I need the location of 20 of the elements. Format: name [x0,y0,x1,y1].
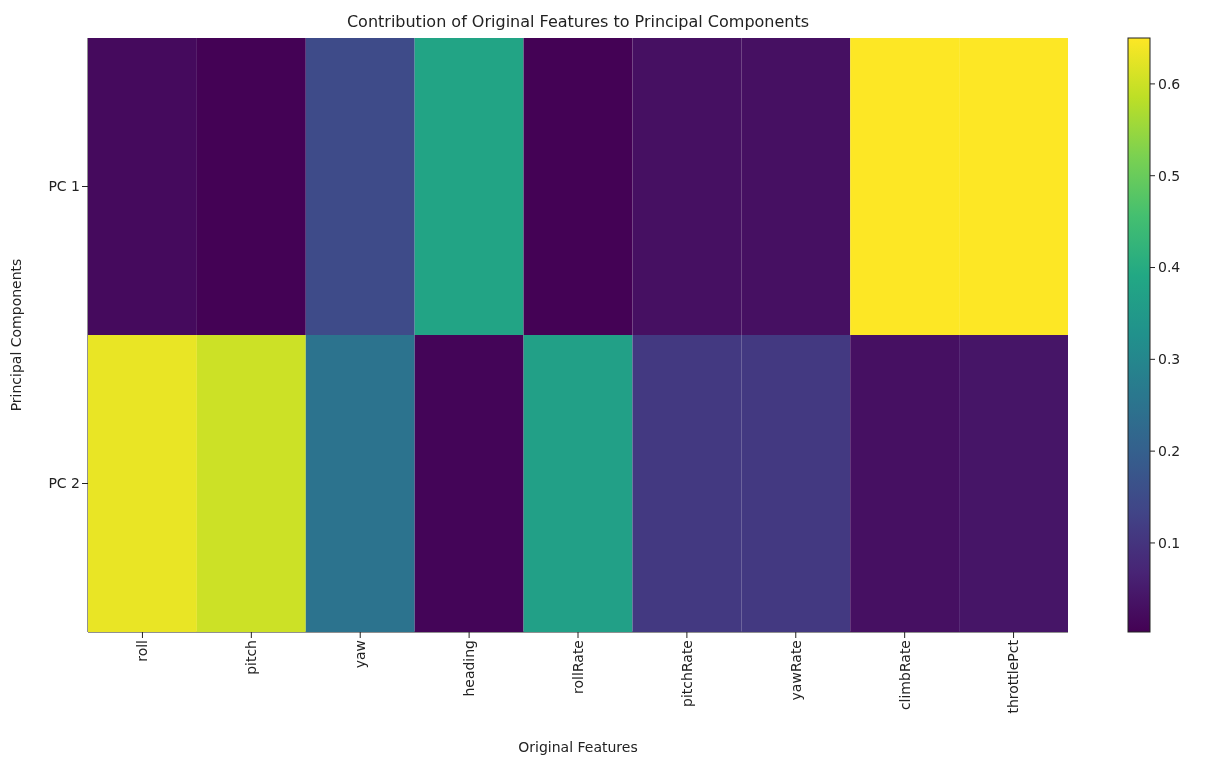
color-bar-label: 0.5 [1158,167,1181,184]
color-bar-label: 0.1 [1158,534,1181,551]
x-tick-label: yaw [352,640,369,669]
x-tick-label: heading [461,640,478,697]
x-axis-title: Original Features [518,739,638,755]
color-bar-label: 0.2 [1158,443,1181,460]
x-tick-label: climbRate [896,640,913,711]
y-tick-label: PC 2 [48,475,80,492]
x-tick-label: pitch [243,640,260,675]
chart-title: Contribution of Original Features to Principal Components [345,12,811,31]
x-tick-label: roll [134,640,151,662]
color-bar-label: 0.4 [1158,259,1181,276]
x-tick-label: throttlePct [1005,639,1022,714]
y-tick-label: PC 1 [48,178,80,195]
x-tick-label: rollRate [569,640,586,694]
x-tick-label: yawRate [787,640,804,701]
color-bar-label: 0.3 [1158,351,1181,368]
y-axis-title: Principal Components [7,258,24,412]
x-tick-label: pitchRate [678,640,695,707]
color-bar-label: 0.6 [1158,75,1181,92]
